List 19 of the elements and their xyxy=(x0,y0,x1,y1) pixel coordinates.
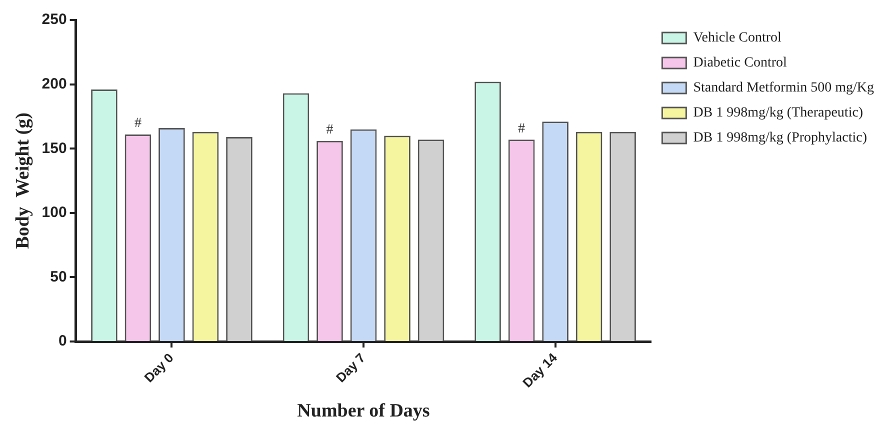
legend-label: Standard Metformin 500 mg/Kg xyxy=(693,80,874,96)
legend-label: DB 1 998mg/kg (Therapeutic) xyxy=(693,106,864,121)
x-tick-label: Day 14 xyxy=(520,350,560,390)
y-axis-title: Body Weight (g) xyxy=(12,112,34,249)
legend-label: Diabetic Control xyxy=(693,56,787,71)
x-tick-label: Day 0 xyxy=(141,350,176,386)
data-label: # xyxy=(326,122,334,138)
x-axis-title: Number of Days xyxy=(297,400,430,422)
legend-label: Vehicle Control xyxy=(693,30,782,46)
y-tick-label: 200 xyxy=(42,75,67,92)
legend-label: DB 1 998mg/kg (Prophylactic) xyxy=(693,130,868,146)
y-tick-label: 250 xyxy=(42,11,67,28)
y-tick-label: 150 xyxy=(42,140,67,157)
x-tick-label: Day 7 xyxy=(333,350,368,386)
y-tick-label: 0 xyxy=(58,332,67,350)
y-tick-label: 50 xyxy=(50,268,67,286)
data-label: # xyxy=(518,121,526,136)
y-tick-label: 100 xyxy=(42,204,67,222)
data-label: # xyxy=(134,116,142,132)
